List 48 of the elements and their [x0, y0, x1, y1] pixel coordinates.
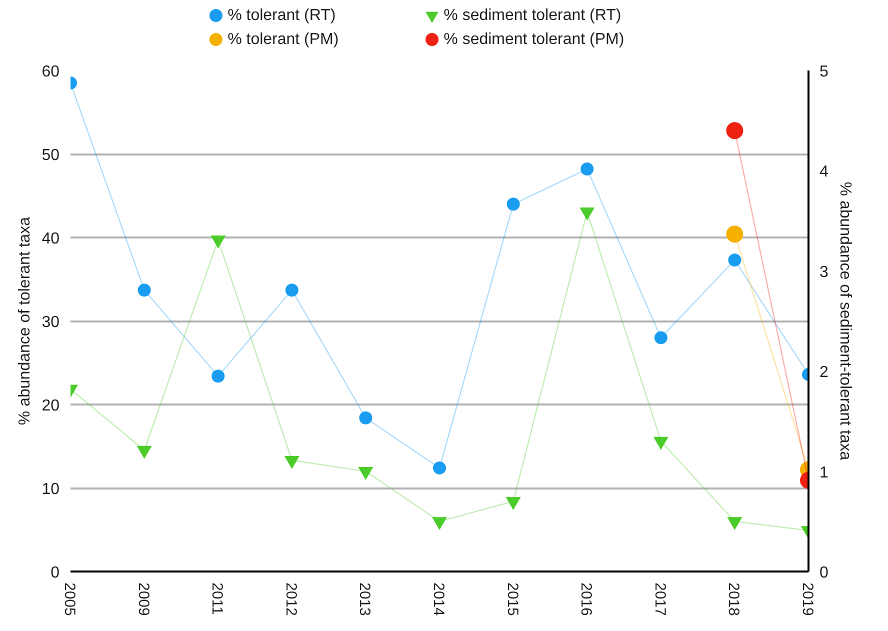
point [506, 198, 520, 211]
point [580, 162, 594, 176]
x-tick-label: 2018 [725, 582, 742, 616]
point [358, 466, 374, 480]
point [285, 284, 298, 297]
point [136, 446, 152, 459]
y2-tick-label: 3 [820, 264, 828, 281]
y2-tick-label: 2 [820, 364, 828, 382]
x-tick-label: 2012 [282, 582, 300, 616]
point [653, 436, 668, 450]
legend-label: % sediment tolerant (PM) [444, 31, 624, 48]
y2-tick-label: 4 [820, 164, 828, 181]
point [506, 497, 521, 510]
x-tick-label: 2009 [134, 582, 152, 616]
x-tick-label: 2005 [61, 582, 78, 616]
point [432, 517, 447, 530]
point [654, 331, 668, 344]
point [210, 236, 226, 248]
y-tick-label: 0 [50, 564, 60, 582]
legend-label: % sediment tolerant (RT) [444, 7, 622, 24]
y-tick-label: 50 [42, 147, 60, 164]
point [359, 411, 372, 424]
point [727, 517, 742, 530]
y2-tick-label: 0 [820, 564, 828, 582]
y-tick-label: 20 [42, 398, 60, 414]
y2-tick-label: 5 [820, 64, 828, 80]
x-tick-label: 2017 [651, 582, 668, 616]
y-tick-label: 60 [42, 64, 60, 80]
y-axis-title: % abundance of tolerant taxa [16, 216, 34, 426]
point [212, 370, 225, 383]
x-tick-label: 2016 [578, 582, 595, 616]
x-tick-label: 2019 [799, 582, 816, 616]
legend-label: % tolerant (RT) [228, 7, 336, 24]
point [138, 284, 151, 297]
y-tick-label: 10 [42, 481, 60, 498]
y-tick-label: 30 [42, 314, 60, 331]
x-tick-label: 2011 [208, 582, 226, 615]
x-tick-label: 2013 [356, 582, 374, 616]
point [580, 207, 595, 220]
x-tick-label: 2015 [504, 582, 521, 616]
point [284, 456, 300, 469]
point [728, 254, 742, 267]
legend-label: % tolerant (PM) [228, 31, 339, 48]
y-tick-label: 40 [42, 230, 60, 248]
x-tick-label: 2014 [430, 582, 447, 616]
y2-axis-title: % abundance of sediment-tolerant taxa [836, 182, 854, 460]
point [433, 461, 446, 474]
y2-tick-label: 1 [820, 464, 828, 482]
